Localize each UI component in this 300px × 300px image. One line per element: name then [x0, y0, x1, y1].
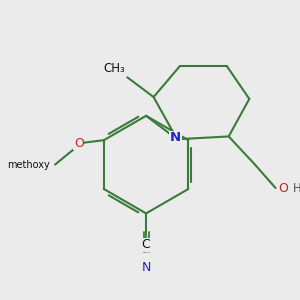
Text: O: O — [278, 182, 288, 195]
Text: H: H — [293, 182, 300, 195]
Text: C: C — [142, 238, 151, 251]
Text: N: N — [170, 131, 182, 145]
Text: N: N — [141, 261, 151, 274]
Text: CH₃: CH₃ — [103, 62, 125, 75]
Text: O: O — [74, 136, 84, 149]
Text: methoxy: methoxy — [7, 160, 50, 170]
